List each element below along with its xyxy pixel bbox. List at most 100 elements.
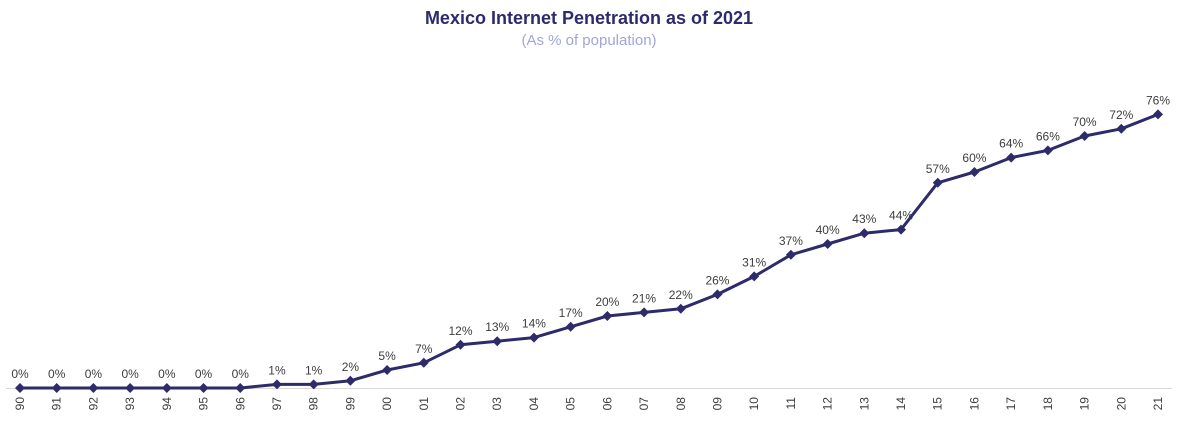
x-tick-label: 06 [600,397,614,411]
data-label: 1% [305,363,323,377]
data-point-marker [896,224,907,235]
x-tick-label: 20 [1114,397,1128,411]
data-point-marker [565,321,576,332]
x-tick-label: 99 [343,397,357,411]
data-label: 0% [195,367,213,381]
data-label: 0% [158,367,176,381]
data-label: 13% [485,320,509,334]
data-label: 7% [415,342,433,356]
data-point-marker [88,383,99,393]
data-point-marker [528,332,539,343]
data-label: 22% [669,288,693,302]
data-point-marker [639,307,650,318]
data-point-marker [125,383,136,393]
x-tick-label: 93 [123,397,137,411]
data-label: 0% [121,367,139,381]
data-label: 72% [1109,108,1133,122]
data-point-marker [418,357,429,368]
data-label: 43% [852,212,876,226]
data-label: 37% [779,234,803,248]
x-tick-label: 03 [490,397,504,411]
data-point-marker [749,271,760,282]
data-label: 0% [48,367,66,381]
x-tick-label: 08 [674,397,688,411]
data-label: 2% [342,360,360,374]
x-tick-label: 13 [857,397,871,411]
data-point-marker [308,379,319,390]
data-point-marker [198,383,209,393]
data-point-marker [969,167,980,177]
x-tick-label: 14 [894,397,908,411]
x-tick-label: 97 [270,397,284,411]
x-tick-label: 94 [160,397,174,411]
data-label: 0% [232,367,250,381]
x-tick-label: 01 [417,397,431,411]
x-tick-label: 00 [380,397,394,411]
data-point-marker [1116,123,1127,134]
data-point-marker [382,365,393,375]
data-label: 1% [268,363,286,377]
data-point-marker [51,383,62,393]
x-tick-label: 15 [931,397,945,411]
x-tick-label: 92 [86,397,100,411]
data-label: 31% [742,255,766,269]
data-point-marker [1079,131,1090,141]
data-label: 66% [1036,129,1060,143]
x-tick-label: 02 [454,397,468,411]
x-tick-label: 12 [821,397,835,411]
x-tick-label: 17 [1004,397,1018,411]
data-point-marker [161,383,172,393]
chart-title: Mexico Internet Penetration as of 2021 [424,8,754,28]
data-label: 20% [595,295,619,309]
data-point-marker [455,339,466,350]
line-chart: 0% 90 0% 91 0% 92 0% 93 0% 94 0% 95 0% 96 1% 97 1% 98 2% 99… [6,93,1172,411]
data-label: 60% [962,151,986,165]
data-label: 64% [999,137,1023,151]
data-point-marker [822,239,833,249]
x-tick-label: 10 [747,397,761,411]
data-label: 0% [85,367,103,381]
x-tick-label: 21 [1151,397,1165,411]
data-point-marker [712,289,723,300]
data-point-marker [1042,145,1053,156]
data-label: 40% [816,223,840,237]
data-point-marker [492,336,503,347]
data-label: 0% [11,367,29,381]
data-label: 21% [632,291,656,305]
data-label: 76% [1146,93,1170,107]
x-tick-label: 19 [1078,397,1092,411]
chart-line [18,112,1160,390]
data-point-marker [235,383,246,393]
data-point-marker [675,303,686,314]
x-tick-label: 18 [1041,397,1055,411]
x-tick-label: 04 [527,397,541,411]
x-tick-label: 11 [784,397,798,410]
data-point-marker [785,249,796,260]
data-point-marker [15,383,25,393]
data-point-marker [1153,109,1163,120]
x-tick-label: 90 [13,397,27,411]
data-point-marker [1006,152,1017,163]
data-label: 12% [449,324,473,338]
x-tick-label: 05 [564,397,578,411]
x-tick-label: 91 [50,397,64,411]
x-tick-label: 16 [967,397,981,411]
x-tick-label: 95 [197,397,211,411]
x-tick-label: 98 [307,397,321,411]
data-label: 17% [559,306,583,320]
x-tick-label: 09 [710,397,724,411]
data-point-marker [345,375,356,386]
data-label: 26% [705,273,729,287]
data-label: 5% [378,349,396,363]
chart-subtitle: (As % of population) [521,32,657,49]
data-point-marker [271,379,282,390]
data-label: 57% [926,162,950,176]
x-tick-label: 07 [637,397,651,411]
data-point-marker [602,311,613,321]
data-label: 70% [1073,115,1097,129]
data-point-marker [859,228,870,239]
x-tick-label: 96 [233,397,247,411]
data-point-marker [932,177,943,188]
data-label: 14% [522,317,546,331]
